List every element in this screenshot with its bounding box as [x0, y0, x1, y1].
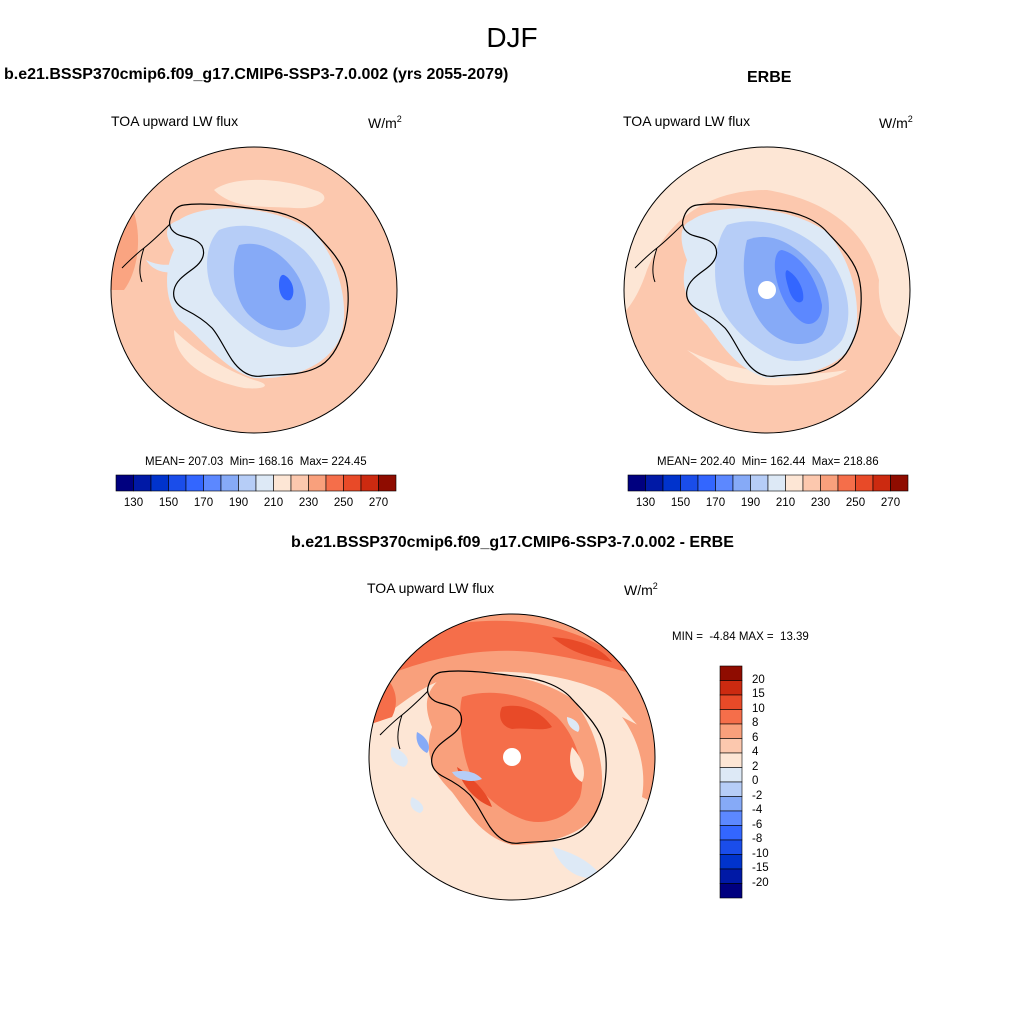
colorbar-swatch	[719, 883, 743, 899]
panel-2-stats: MEAN= 202.40 Min= 162.44 Max= 218.86	[657, 456, 879, 468]
colorbar-tick-label: -6	[752, 818, 763, 831]
colorbar-tick-label: 150	[670, 497, 691, 509]
colorbar-tick-label: -10	[752, 847, 769, 860]
colorbar-swatch	[890, 474, 909, 492]
colorbar-swatch	[255, 474, 274, 492]
colorbar-swatch	[802, 474, 821, 492]
colorbar-tick-label: 170	[705, 497, 726, 509]
colorbar-tick-label: 0	[752, 775, 759, 787]
panel-3-variable-label: TOA upward LW flux	[367, 580, 495, 596]
colorbar-tick-label: 230	[810, 497, 831, 509]
colorbar-swatch	[273, 474, 292, 492]
panel-3-unit-label: W/m2	[624, 581, 658, 599]
panel-3-title: b.e21.BSSP370cmip6.f09_g17.CMIP6-SSP3-7.…	[291, 534, 734, 551]
colorbar-swatch	[343, 474, 362, 492]
colorbar-tick-label: 270	[880, 497, 901, 509]
colorbar-tick-label: 210	[263, 497, 284, 509]
colorbar-swatch	[855, 474, 874, 492]
colorbar-swatch	[645, 474, 664, 492]
panel-1-variable-label: TOA upward LW flux	[111, 113, 239, 129]
colorbar-swatch	[719, 839, 743, 855]
panel-3-colorbar	[719, 665, 743, 899]
colorbar-swatch	[732, 474, 751, 492]
colorbar-swatch	[133, 474, 152, 492]
colorbar-tick-label: 6	[752, 731, 759, 744]
colorbar-tick-label: 270	[368, 497, 389, 509]
colorbar-swatch	[719, 738, 743, 754]
colorbar-tick-label: -2	[752, 789, 763, 802]
colorbar-swatch	[220, 474, 239, 492]
colorbar-swatch	[360, 474, 379, 492]
panel-3-map	[368, 613, 656, 901]
colorbar-tick-label: 190	[740, 497, 761, 509]
colorbar-swatch	[719, 868, 743, 884]
colorbar-tick-label: 10	[752, 702, 765, 715]
colorbar-swatch	[820, 474, 839, 492]
colorbar-swatch	[750, 474, 769, 492]
colorbar-tick-label: 15	[752, 688, 765, 700]
colorbar-tick-label: 2	[752, 760, 759, 773]
colorbar-tick-label: 130	[635, 497, 656, 509]
colorbar-swatch	[308, 474, 327, 492]
colorbar-swatch	[719, 767, 743, 783]
colorbar-swatch	[719, 781, 743, 797]
colorbar-swatch	[238, 474, 257, 492]
colorbar-swatch	[872, 474, 891, 492]
colorbar-swatch	[719, 665, 743, 681]
colorbar-swatch	[715, 474, 734, 492]
colorbar-swatch	[767, 474, 786, 492]
colorbar-swatch	[680, 474, 699, 492]
colorbar-swatch	[719, 796, 743, 812]
panel-2-colorbar	[627, 474, 909, 492]
colorbar-swatch	[150, 474, 169, 492]
colorbar-tick-label: 210	[775, 497, 796, 509]
colorbar-tick-label: -8	[752, 833, 763, 845]
colorbar-tick-label: -15	[752, 862, 769, 874]
colorbar-tick-label: 190	[228, 497, 249, 509]
colorbar-tick-label: 20	[752, 673, 765, 686]
panel-1-unit-label: W/m2	[368, 114, 402, 132]
colorbar-tick-label: 130	[123, 497, 144, 509]
colorbar-swatch	[719, 752, 743, 768]
panel-3-stats: MIN = -4.84 MAX = 13.39	[672, 631, 809, 643]
colorbar-tick-label: 250	[333, 497, 354, 509]
colorbar-tick-label: -4	[752, 804, 763, 816]
page-title: DJF	[486, 22, 538, 53]
colorbar-swatch	[290, 474, 309, 492]
panel-2-map	[623, 146, 911, 434]
colorbar-swatch	[325, 474, 344, 492]
colorbar-swatch	[115, 474, 134, 492]
colorbar-swatch	[719, 854, 743, 870]
colorbar-tick-label: -20	[752, 876, 769, 889]
panel-1-map	[110, 146, 398, 434]
colorbar-swatch	[719, 810, 743, 826]
colorbar-tick-label: 4	[752, 746, 759, 758]
panel-1-colorbar	[115, 474, 397, 492]
panel-2-unit-label: W/m2	[879, 114, 913, 132]
colorbar-swatch	[662, 474, 681, 492]
colorbar-swatch	[719, 709, 743, 725]
colorbar-tick-label: 250	[845, 497, 866, 509]
colorbar-swatch	[697, 474, 716, 492]
colorbar-swatch	[719, 723, 743, 739]
colorbar-tick-label: 8	[752, 717, 759, 729]
colorbar-swatch	[719, 694, 743, 710]
colorbar-swatch	[785, 474, 804, 492]
colorbar-swatch	[203, 474, 222, 492]
colorbar-swatch	[378, 474, 397, 492]
colorbar-swatch	[837, 474, 856, 492]
colorbar-swatch	[168, 474, 187, 492]
panel-1-stats: MEAN= 207.03 Min= 168.16 Max= 224.45	[145, 456, 367, 468]
colorbar-swatch	[719, 680, 743, 696]
colorbar-tick-label: 150	[158, 497, 179, 509]
colorbar-swatch	[627, 474, 646, 492]
colorbar-tick-label: 230	[298, 497, 319, 509]
colorbar-swatch	[719, 825, 743, 841]
colorbar-swatch	[185, 474, 204, 492]
colorbar-tick-label: 170	[193, 497, 214, 509]
panel-2-variable-label: TOA upward LW flux	[623, 113, 751, 129]
panel-2-title: ERBE	[747, 69, 792, 86]
panel-1-title: b.e21.BSSP370cmip6.f09_g17.CMIP6-SSP3-7.…	[4, 66, 509, 83]
